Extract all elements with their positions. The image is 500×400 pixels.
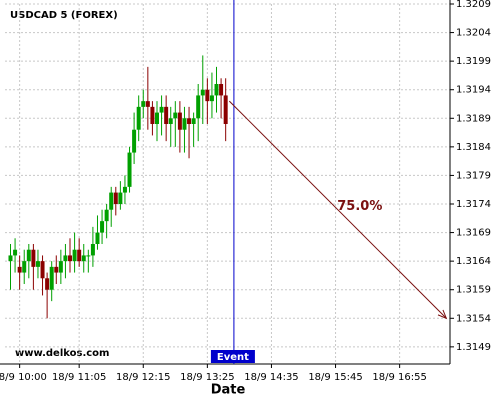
candle-body <box>214 84 219 96</box>
candle-body <box>13 249 18 256</box>
candle-body <box>17 266 22 273</box>
candle-body <box>223 95 228 124</box>
x-tick-label: 18/9 10:00 <box>0 372 47 383</box>
candle-body <box>177 112 182 130</box>
candle-body <box>205 89 210 102</box>
candle-body <box>150 106 155 124</box>
y-tick-label: 1.3179 <box>456 170 491 181</box>
candle-body <box>122 186 127 193</box>
candle-body <box>200 89 205 96</box>
candle-body <box>49 266 54 290</box>
candle-body <box>164 106 169 124</box>
candle-body <box>95 232 100 244</box>
y-tick-label: 1.3204 <box>456 28 491 39</box>
candle-body <box>77 249 82 262</box>
y-tick-label: 1.3199 <box>456 56 491 67</box>
x-tick-label: 18/9 15:45 <box>308 372 362 383</box>
candle-body <box>159 106 164 113</box>
candle-body <box>141 101 146 107</box>
candle-body <box>182 118 187 130</box>
candle-body <box>191 118 196 124</box>
y-tick-label: 1.3194 <box>456 85 491 96</box>
candle-body <box>40 261 45 279</box>
candle-body <box>90 244 95 256</box>
x-tick-label: 18/9 12:15 <box>116 372 170 383</box>
candle-body <box>100 221 105 233</box>
x-tick-label: 18/9 13:25 <box>180 372 234 383</box>
candle-body <box>81 255 86 262</box>
candle-body <box>35 261 40 267</box>
event-label: Event <box>217 352 249 363</box>
candle-body <box>196 95 201 119</box>
forecast-label: 75.0% <box>337 199 382 214</box>
candle-body <box>26 249 31 262</box>
y-tick-label: 1.3149 <box>456 342 491 353</box>
candle-body <box>109 192 114 210</box>
candle-body <box>209 95 214 102</box>
candle-body <box>118 192 123 204</box>
candle-body <box>31 249 36 267</box>
y-tick-label: 1.3174 <box>456 199 491 210</box>
event-box <box>210 350 255 363</box>
candle-body <box>127 152 132 187</box>
watermark: www.delkos.com <box>15 348 109 359</box>
candle-body <box>187 118 192 124</box>
y-tick-label: 1.3184 <box>456 142 491 153</box>
candle-body <box>145 101 150 107</box>
candle-body <box>22 261 27 273</box>
forecast-arrow <box>228 100 447 319</box>
candle-body <box>173 112 178 119</box>
candle-body <box>154 112 159 124</box>
y-tick-label: 1.3159 <box>456 285 491 296</box>
candle-body <box>68 255 73 262</box>
candle-body <box>104 209 109 222</box>
candle-body <box>86 255 91 257</box>
x-axis-label: Date <box>211 383 246 398</box>
candle-body <box>63 255 68 262</box>
candle-body <box>58 261 63 273</box>
y-tick-label: 1.3189 <box>456 113 491 124</box>
candle-body <box>219 84 224 96</box>
candle-body <box>132 129 137 153</box>
x-tick-label: 18/9 16:55 <box>372 372 426 383</box>
candle-body <box>45 278 50 290</box>
x-tick-label: 18/9 11:05 <box>52 372 106 383</box>
candle-body <box>54 266 59 273</box>
y-tick-label: 1.3209 <box>456 0 491 10</box>
candle-body <box>113 192 118 204</box>
y-tick-label: 1.3164 <box>456 256 491 267</box>
y-tick-label: 1.3154 <box>456 313 491 324</box>
candle-body <box>136 106 141 130</box>
x-tick-label: 18/9 14:35 <box>244 372 298 383</box>
y-tick-label: 1.3169 <box>456 228 491 239</box>
arrow-head <box>437 309 448 320</box>
candle-body <box>8 255 13 262</box>
candle-body <box>72 249 77 262</box>
candle-body <box>168 118 173 124</box>
chart-title: USDCAD 5 (FOREX) <box>10 10 118 21</box>
